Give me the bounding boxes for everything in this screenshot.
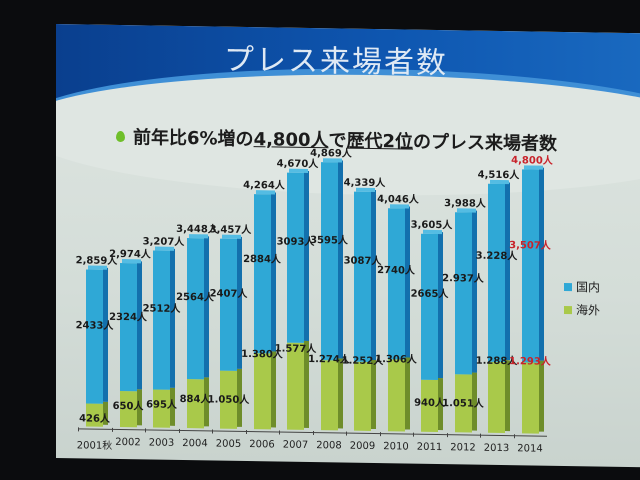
total-label: 3,207人 [142,236,185,249]
bar-overseas [320,360,338,431]
x-axis-label: 2009 [349,440,376,453]
total-label: 4,800人 [511,154,553,167]
total-label: 4,046人 [377,194,419,206]
overseas-label: 426人 [79,412,110,425]
legend-item-domestic: 国内 [564,278,600,296]
overseas-label: 884人 [179,393,211,406]
bar-domestic [521,169,539,363]
legend-swatch-overseas [564,305,572,314]
bar-domestic-side [404,206,410,358]
bar-domestic [287,172,304,344]
bar-overseas-side [404,357,410,430]
overseas-label: 650人 [112,401,144,413]
overseas-label: 1.293人 [509,356,551,369]
overseas-label: 1.050人 [207,394,250,407]
total-label: 3,988人 [444,198,486,211]
bar-domestic-side [438,231,443,379]
x-axis-label: 2003 [148,437,175,449]
legend-label-overseas: 海外 [576,303,601,318]
domestic-label: 3,507人 [509,240,551,253]
bar-domestic [421,233,438,381]
bar-overseas-side [371,360,376,430]
total-label: 4,264人 [243,180,285,192]
domestic-label: 2740人 [377,265,415,277]
total-label: 4,339人 [343,177,386,190]
domestic-label: 2407人 [209,288,248,301]
bar-overseas [253,353,271,430]
bar-domestic-side [337,160,343,359]
bar-domestic [320,162,338,361]
total-label: 4,869人 [310,147,352,160]
legend-label-domestic: 国内 [576,280,601,295]
bar-overseas-side [505,360,510,432]
domestic-label: 2.937人 [442,273,484,285]
bar-overseas [488,361,505,434]
bar-domestic [387,208,405,360]
bar-domestic [220,238,237,372]
x-axis-label: 2008 [316,440,342,452]
bar-domestic-side [103,267,108,402]
x-axis-label: 2010 [383,441,409,453]
x-axis-label: 2002 [115,436,141,449]
bar-domestic-side [304,170,309,342]
bar-domestic-side [371,190,376,361]
stacked-bar-chart: 2,859人 2433人 426人 2001秋 2,974人 2324人 650人 2002 3… [56,24,640,467]
x-axis-label: 2007 [282,439,309,451]
domestic-label: 2665人 [410,288,449,301]
x-axis-label: 2004 [182,437,208,450]
domestic-label: 3087人 [343,255,382,267]
bar-domestic [354,191,371,363]
bar-overseas [354,361,371,431]
bar-overseas [387,359,405,432]
bar-domestic [186,238,204,380]
bar-domestic [86,269,103,404]
x-axis-label: 2001秋 [76,440,113,452]
bar-domestic-side [170,249,175,388]
bar-domestic-side [538,167,544,361]
bar-overseas-side [270,351,276,428]
x-axis-label: 2012 [450,442,476,454]
legend-item-overseas: 海外 [564,301,600,319]
bar-domestic-side [203,236,209,378]
domestic-label: 3093人 [276,235,315,248]
total-label: 3,457人 [209,224,252,236]
domestic-label: 2512人 [142,303,181,315]
overseas-label: 940人 [414,397,445,410]
total-label: 4,516人 [477,170,520,182]
domestic-label: 2564人 [176,291,214,304]
domestic-label: 3595人 [310,235,348,247]
bar-overseas-side [538,360,544,432]
x-axis-label: 2014 [517,443,543,455]
bar-domestic [153,250,170,390]
x-axis-label: 2013 [483,442,510,455]
overseas-label: 1.306人 [375,353,417,366]
domestic-label: 2324人 [109,311,147,324]
legend: 国内 海外 [564,278,600,325]
bar-overseas-side [337,358,343,429]
bar-overseas [287,342,304,430]
x-axis-label: 2011 [416,441,443,454]
x-axis-label: 2006 [249,439,275,451]
domestic-label: 2433人 [75,319,114,332]
bar-domestic-side [270,192,276,352]
bar-domestic-side [136,261,142,390]
domestic-label: 2884人 [243,253,281,266]
total-label: 3,605人 [410,219,453,231]
bar-domestic-side [471,211,477,373]
bar-domestic [119,263,137,392]
x-axis-label: 2005 [215,438,242,450]
bar-domestic-side [505,182,510,361]
legend-swatch-domestic [564,282,572,291]
overseas-label: 695人 [146,399,177,411]
slide: プレス来場者数 前年比6%増の4,800人で歴代2位のプレス来場者数 2,859… [56,24,640,468]
bar-domestic [454,212,472,375]
bar-domestic [488,184,505,363]
bar-domestic [253,194,271,354]
bar-overseas [521,362,539,434]
overseas-label: 1.051人 [442,398,484,410]
x-axis [78,428,547,437]
